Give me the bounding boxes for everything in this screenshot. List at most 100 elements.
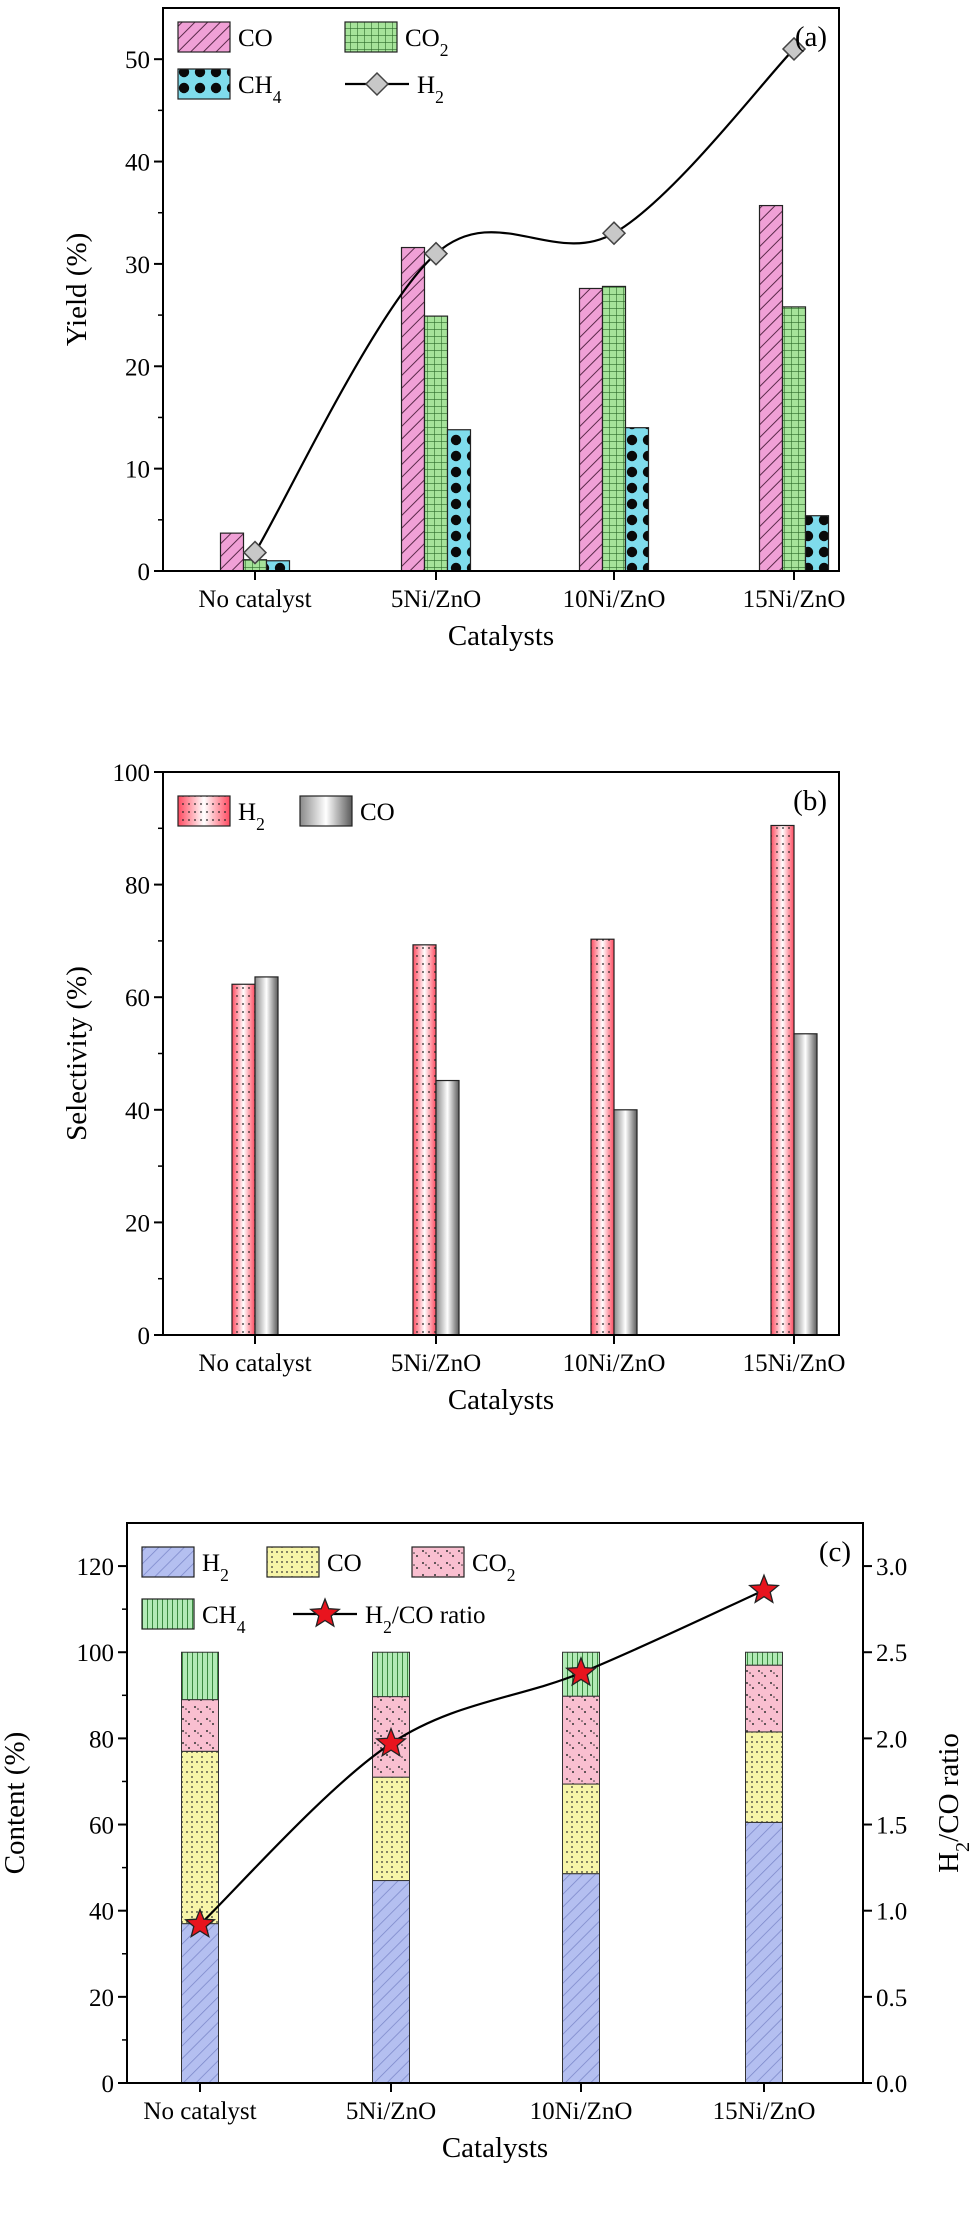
legend-label-main: H (202, 1550, 220, 1577)
y2-title-sub: 2 (952, 1842, 969, 1852)
legend-label-sub: 2 (220, 1565, 229, 1585)
legend-item-CO2: CO2 (411, 1546, 516, 1585)
legend-diamond (364, 71, 390, 97)
y-tick-label: 60 (89, 1813, 114, 1840)
legend-swatch (344, 21, 398, 53)
bar-CO-2 (562, 1783, 600, 1875)
y2-tick-label: 1.5 (876, 1813, 907, 1840)
legend-label: H2 (238, 799, 265, 834)
x-tick-label: 5Ni/ZnO (391, 1350, 481, 1377)
y2-tick-label: 0.0 (876, 2071, 907, 2098)
legend-swatch-dots (178, 796, 230, 826)
panel-b: 0 20 40 60 80 100 No catalyst 5Ni/ZnO 10Ni/ZnO 15… (61, 760, 845, 1416)
panel-label: (c) (819, 1536, 851, 1568)
legend-label-main: CH (202, 1602, 237, 1629)
bar-CH4-3 (804, 515, 830, 572)
bar-CO2-3 (781, 306, 807, 572)
bar-CO-3 (793, 1033, 818, 1336)
legend-item-H2-CO ratio: H2/CO ratio (293, 1597, 486, 1637)
x-axis-title: Catalysts (448, 620, 554, 652)
legend-item-H2: H2 (345, 71, 444, 107)
y-tick-label: 80 (89, 1726, 114, 1753)
plot-frame (162, 7, 840, 572)
legend-label-sub: 4 (273, 87, 282, 107)
marker-diamond-2 (601, 221, 627, 246)
bar-dots-1 (413, 944, 436, 1335)
bar-CO2-2 (562, 1695, 600, 1785)
legend-label-main: H (238, 799, 256, 826)
marker-star-2 (565, 1656, 597, 1687)
legend-label-main: CO (360, 799, 395, 826)
bar-CO-1 (400, 246, 426, 572)
y2-tick-label: 1.0 (876, 1899, 907, 1926)
bar-CH4-3 (745, 1651, 783, 1666)
y2-axis-title: H2/CO ratio (933, 1733, 969, 1873)
y-tick-label: 40 (89, 1899, 114, 1926)
legend-swatch (141, 1598, 195, 1630)
y-tick-label: 100 (77, 1640, 115, 1667)
y-tick-label: 0 (138, 1323, 151, 1350)
legend-swatch (177, 21, 231, 53)
legend-item-CO: CO (266, 1546, 362, 1578)
marker-diamond-0 (242, 540, 268, 565)
x-axis-title: Catalysts (442, 2132, 548, 2164)
x-tick-label: 15Ni/ZnO (743, 586, 846, 613)
line-H2 (254, 48, 795, 554)
y-axis-title: Content (%) (0, 1732, 31, 1875)
legend-label: CH4 (202, 1602, 246, 1637)
bar-CH4-0 (265, 560, 291, 572)
y-tick-label: 120 (77, 1554, 115, 1581)
legend-label-sub: 2 (435, 87, 444, 107)
bar-H2-0 (181, 1923, 219, 2084)
plot-frame (126, 1522, 864, 2084)
legend-label: H2 (417, 72, 444, 107)
y-tick-label: 80 (125, 873, 150, 900)
bar-CO2-3 (745, 1664, 783, 1733)
legend-label-main: CH (238, 72, 273, 99)
y-tick-label: 0 (102, 2071, 115, 2098)
bar-CO2-1 (423, 315, 449, 572)
legend-label-main: H (365, 1602, 383, 1629)
legend-label-main: CO (405, 25, 440, 52)
legend-swatch (411, 1546, 465, 1578)
x-tick-label: 10Ni/ZnO (563, 1350, 666, 1377)
y2-tick-label: 3.0 (876, 1554, 907, 1581)
legend-label-main: CO (327, 1550, 362, 1577)
legend-label: CO (238, 25, 273, 52)
legend-swatch (266, 1546, 320, 1578)
panel-a: 0 10 20 30 40 50 No catalyst 5Ni/ZnO 10Ni/ZnO 15N… (61, 7, 846, 652)
bar-H2-3 (745, 1821, 783, 2084)
legend-label-sub: 2 (256, 814, 265, 834)
x-tick-label: No catalyst (198, 586, 311, 613)
legend-label-sub: 2 (507, 1565, 516, 1585)
y2-title-rest: /CO ratio (933, 1733, 965, 1842)
bar-H2-1 (372, 1880, 410, 2084)
legend-label-rest: /CO ratio (392, 1602, 486, 1629)
x-tick-label: 5Ni/ZnO (391, 586, 481, 613)
y-tick-label: 0 (138, 559, 151, 586)
legend-item-CH4: CH4 (141, 1598, 246, 1637)
bar-CH4-1 (446, 429, 472, 572)
legend-swatch (141, 1546, 195, 1578)
y-tick-label: 20 (89, 1985, 114, 2012)
x-tick-label: 10Ni/ZnO (530, 2098, 633, 2125)
legend-swatch (177, 68, 231, 100)
legend-item-H2: H2 (141, 1546, 229, 1585)
y-tick-label: 20 (125, 1210, 150, 1237)
x-tick-label: 10Ni/ZnO (563, 586, 666, 613)
x-axis-title: Catalysts (448, 1384, 554, 1416)
bar-CO-0 (219, 532, 245, 572)
legend-item-H2: H2 (177, 795, 265, 834)
bar-CO-0 (254, 976, 279, 1336)
panel-label: (b) (793, 785, 827, 817)
bar-CH4-2 (624, 427, 650, 572)
marker-star-0 (184, 1907, 216, 1939)
y-tick-label: 60 (125, 985, 150, 1012)
y2-tick-label: 2.5 (876, 1640, 907, 1667)
legend-item-CO2: CO2 (344, 21, 448, 60)
bar-H2-2 (562, 1873, 600, 2084)
legend-label-sub: 2 (383, 1617, 392, 1637)
panel-label: (a) (795, 21, 827, 53)
bar-CO-3 (758, 204, 784, 572)
